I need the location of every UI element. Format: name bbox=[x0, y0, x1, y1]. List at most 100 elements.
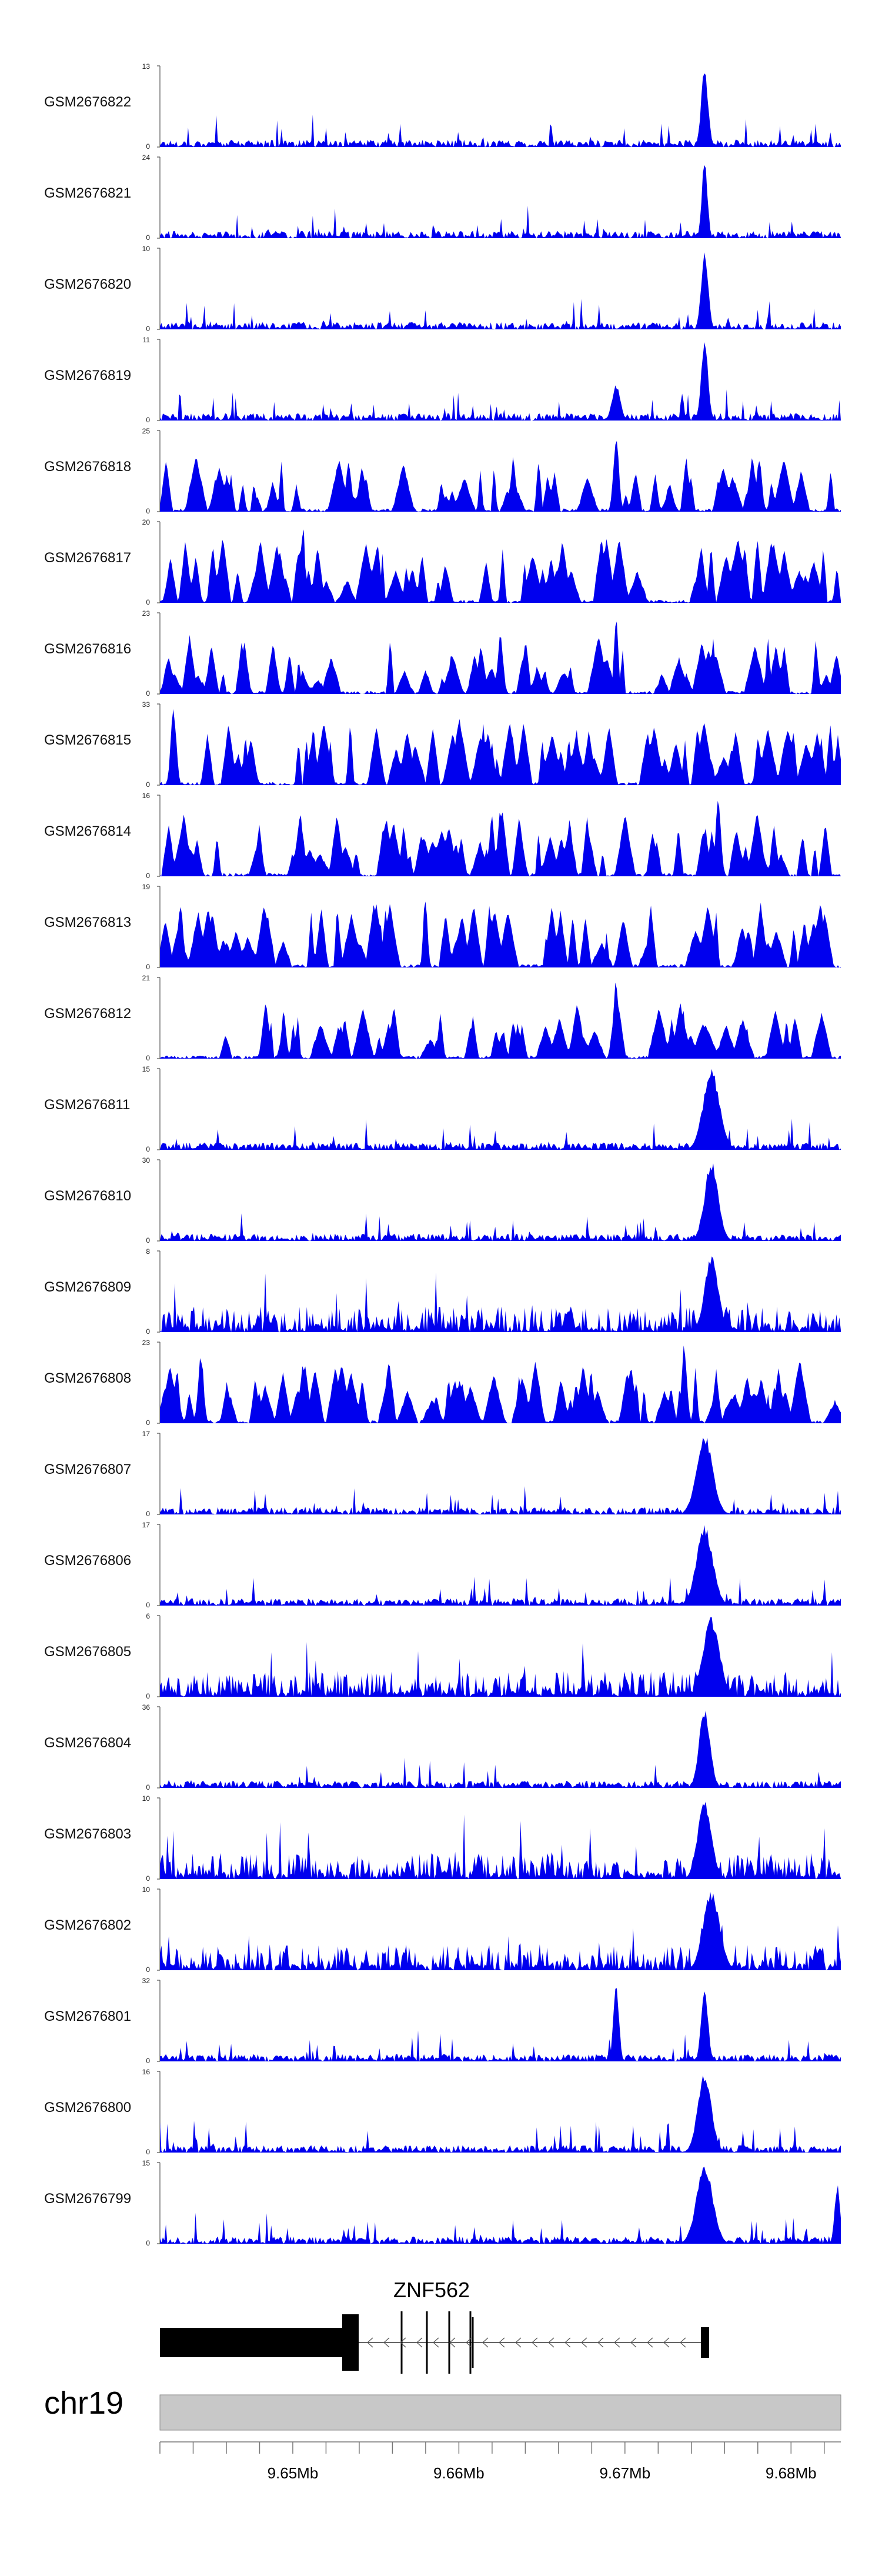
track-label: GSM2676808 bbox=[44, 1370, 131, 1386]
strand-arrow bbox=[548, 2337, 554, 2348]
coverage-area bbox=[160, 1710, 841, 1788]
track-GSM2676810: GSM2676810 30 0 bbox=[44, 1156, 841, 1244]
strand-arrow bbox=[581, 2337, 587, 2348]
y-tick-label-max: 20 bbox=[142, 518, 151, 526]
strand-arrow bbox=[647, 2337, 653, 2348]
coverage-area bbox=[160, 342, 841, 421]
y-tick-label-zero: 0 bbox=[146, 1966, 150, 1974]
track-GSM2676812: GSM2676812 21 0 bbox=[44, 974, 841, 1062]
y-tick-label-zero: 0 bbox=[146, 1327, 150, 1336]
strand-arrow bbox=[383, 2337, 390, 2348]
y-tick-label-max: 23 bbox=[142, 609, 151, 618]
coverage-area bbox=[160, 2167, 841, 2244]
y-tick-label-zero: 0 bbox=[146, 1601, 150, 1609]
coverage-area bbox=[160, 73, 841, 147]
strand-arrow bbox=[597, 2337, 604, 2348]
x-tick-label: 9.66Mb bbox=[433, 2464, 485, 2482]
track-label: GSM2676809 bbox=[44, 1279, 131, 1295]
coverage-area bbox=[160, 1988, 841, 2061]
track-GSM2676814: GSM2676814 16 0 bbox=[44, 792, 841, 880]
y-tick-label-max: 32 bbox=[142, 1977, 151, 1985]
gene-end-exon bbox=[701, 2327, 709, 2358]
y-tick-label-max: 13 bbox=[142, 62, 151, 71]
coverage-area bbox=[160, 2075, 841, 2153]
strand-arrow bbox=[532, 2337, 538, 2348]
y-tick-label-max: 24 bbox=[142, 154, 151, 162]
coverage-area bbox=[160, 1163, 841, 1241]
coverage-area bbox=[160, 1345, 841, 1423]
track-GSM2676801: GSM2676801 32 0 bbox=[44, 1977, 841, 2065]
strand-arrow bbox=[367, 2337, 373, 2348]
track-GSM2676802: GSM2676802 10 0 bbox=[44, 1886, 841, 1974]
coverage-tracks: GSM2676822130GSM2676821240GSM2676820100G… bbox=[44, 62, 841, 2247]
track-GSM2676811: GSM2676811 15 0 bbox=[44, 1065, 841, 1153]
coverage-area bbox=[160, 252, 841, 329]
track-GSM2676805: GSM2676805 6 0 bbox=[44, 1612, 841, 1700]
track-label: GSM2676816 bbox=[44, 641, 131, 657]
track-GSM2676806: GSM2676806 17 0 bbox=[44, 1521, 841, 1609]
track-label: GSM2676807 bbox=[44, 1461, 131, 1477]
y-tick-label-zero: 0 bbox=[146, 507, 150, 515]
strand-arrow bbox=[614, 2337, 620, 2348]
y-tick-label-max: 10 bbox=[142, 1886, 151, 1894]
track-label: GSM2676818 bbox=[44, 459, 131, 475]
strand-arrow bbox=[433, 2337, 439, 2348]
coverage-area bbox=[160, 1437, 841, 1514]
track-label: GSM2676811 bbox=[44, 1097, 130, 1113]
y-tick-label-zero: 0 bbox=[146, 1692, 150, 1700]
y-tick-label-max: 10 bbox=[142, 245, 151, 253]
track-GSM2676818: GSM2676818 25 0 bbox=[44, 427, 841, 515]
strand-arrow bbox=[400, 2337, 406, 2348]
y-tick-label-zero: 0 bbox=[146, 689, 150, 698]
x-tick-label: 9.67Mb bbox=[599, 2464, 650, 2482]
track-label: GSM2676804 bbox=[44, 1735, 131, 1751]
track-GSM2676817: GSM2676817 20 0 bbox=[44, 518, 841, 606]
y-tick-label-max: 17 bbox=[142, 1430, 151, 1438]
coverage-area bbox=[160, 1524, 841, 1606]
track-GSM2676804: GSM2676804 36 0 bbox=[44, 1703, 841, 1791]
track-label: GSM2676800 bbox=[44, 2100, 131, 2115]
y-tick-label-zero: 0 bbox=[146, 2057, 150, 2065]
track-GSM2676816: GSM2676816 23 0 bbox=[44, 609, 841, 698]
track-label: GSM2676812 bbox=[44, 1006, 131, 1022]
y-tick-label-max: 23 bbox=[142, 1339, 151, 1347]
y-tick-label-max: 17 bbox=[142, 1521, 151, 1529]
coverage-area bbox=[160, 165, 841, 238]
chromosome-band bbox=[159, 2394, 841, 2431]
track-label: GSM2676819 bbox=[44, 368, 131, 383]
y-tick-label-max: 11 bbox=[143, 336, 151, 344]
track-GSM2676820: GSM2676820 10 0 bbox=[44, 245, 841, 333]
coverage-area bbox=[160, 901, 841, 967]
strand-arrow bbox=[663, 2337, 670, 2348]
coverage-area bbox=[160, 1617, 841, 1697]
strand-arrow bbox=[680, 2337, 686, 2348]
y-tick-label-zero: 0 bbox=[146, 1783, 150, 1791]
coverage-area bbox=[160, 1801, 841, 1879]
track-label: GSM2676799 bbox=[44, 2191, 131, 2207]
y-tick-label-zero: 0 bbox=[146, 1236, 150, 1244]
y-tick-label-zero: 0 bbox=[146, 1419, 150, 1427]
track-GSM2676822: GSM2676822 13 0 bbox=[44, 62, 841, 151]
x-tick-label: 9.65Mb bbox=[268, 2464, 319, 2482]
coverage-area bbox=[160, 1891, 841, 1970]
track-label: GSM2676814 bbox=[44, 823, 131, 839]
track-label: GSM2676805 bbox=[44, 1644, 131, 1660]
gene-exon-block bbox=[342, 2314, 359, 2371]
y-tick-label-max: 10 bbox=[142, 1794, 151, 1803]
strand-arrow bbox=[482, 2337, 489, 2348]
coverage-area bbox=[160, 529, 841, 603]
strand-arrow bbox=[564, 2337, 571, 2348]
gene-annotation-track: ZNF562 bbox=[160, 2278, 709, 2374]
track-GSM2676807: GSM2676807 17 0 bbox=[44, 1430, 841, 1518]
track-label: GSM2676815 bbox=[44, 732, 131, 748]
chromosome-axis: chr19 9.65Mb 9.66Mb 9.67Mb 9.68Mb bbox=[44, 2385, 841, 2482]
y-tick-label-max: 33 bbox=[142, 700, 151, 709]
y-tick-label-zero: 0 bbox=[146, 325, 150, 333]
y-tick-label-max: 36 bbox=[142, 1703, 151, 1711]
track-label: GSM2676806 bbox=[44, 1553, 131, 1569]
track-label: GSM2676820 bbox=[44, 276, 131, 292]
y-tick-label-zero: 0 bbox=[146, 963, 150, 971]
track-GSM2676813: GSM2676813 19 0 bbox=[44, 883, 841, 971]
y-tick-label-zero: 0 bbox=[146, 598, 150, 606]
gene-label: ZNF562 bbox=[393, 2278, 470, 2302]
